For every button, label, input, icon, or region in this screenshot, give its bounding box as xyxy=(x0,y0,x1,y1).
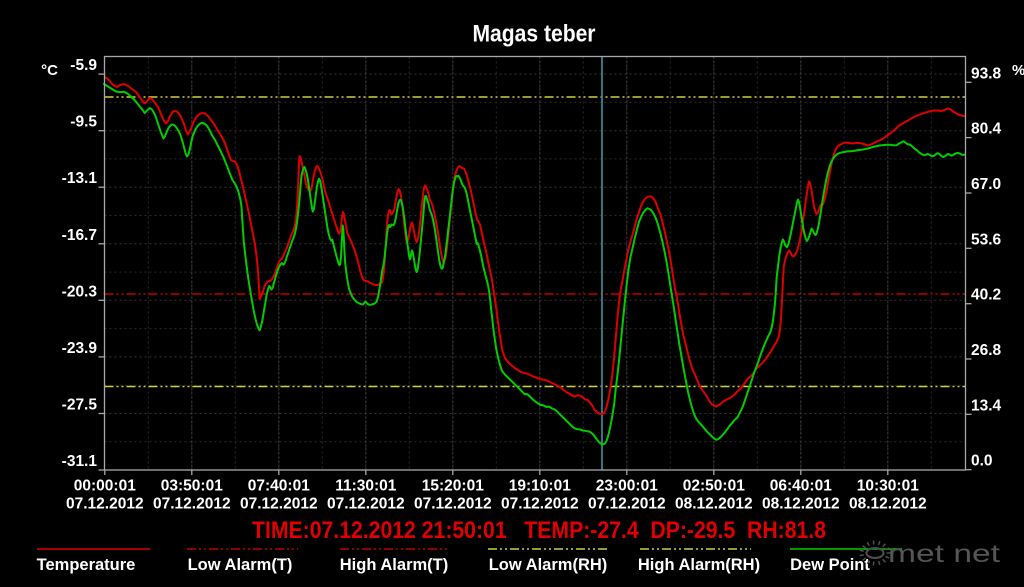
svg-text:11:30:01: 11:30:01 xyxy=(335,478,397,495)
svg-text:Dew Point: Dew Point xyxy=(790,556,870,574)
svg-text:07.12.2012: 07.12.2012 xyxy=(153,496,231,513)
svg-text:08.12.2012: 08.12.2012 xyxy=(675,496,753,513)
svg-text:-9.5: -9.5 xyxy=(70,114,97,131)
svg-text:Magas teber: Magas teber xyxy=(473,21,596,48)
svg-text:13.4: 13.4 xyxy=(971,397,1002,414)
svg-text:10:30:01: 10:30:01 xyxy=(857,478,919,495)
svg-text:15:20:01: 15:20:01 xyxy=(422,478,484,495)
svg-text:High Alarm(T): High Alarm(T) xyxy=(340,556,448,574)
svg-text:00:00:01: 00:00:01 xyxy=(74,478,136,495)
svg-text:Low Alarm(RH): Low Alarm(RH) xyxy=(489,556,608,574)
svg-text:High Alarm(RH): High Alarm(RH) xyxy=(638,556,760,574)
svg-text:53.6: 53.6 xyxy=(971,231,1002,248)
svg-text:07.12.2012: 07.12.2012 xyxy=(66,496,144,513)
svg-text:26.8: 26.8 xyxy=(971,342,1002,359)
svg-text:0.0: 0.0 xyxy=(971,453,993,470)
svg-text:03:50:01: 03:50:01 xyxy=(161,478,223,495)
svg-text:07:40:01: 07:40:01 xyxy=(248,478,310,495)
svg-text:-13.1: -13.1 xyxy=(62,170,98,187)
svg-text:02:50:01: 02:50:01 xyxy=(683,478,745,495)
svg-text:Temperature: Temperature xyxy=(37,556,136,574)
svg-text:met net: met net xyxy=(888,540,1000,568)
svg-text:07.12.2012: 07.12.2012 xyxy=(240,496,318,513)
svg-text:°C: °C xyxy=(41,62,58,79)
svg-text:-20.3: -20.3 xyxy=(62,283,98,300)
svg-text:07.12.2012: 07.12.2012 xyxy=(588,496,666,513)
svg-text:-23.9: -23.9 xyxy=(62,340,98,357)
svg-text:08.12.2012: 08.12.2012 xyxy=(762,496,840,513)
svg-text:TIME:07.12.2012 21:50:01 TEM: TIME:07.12.2012 21:50:01 TEMP:-27.4 DP:-… xyxy=(252,517,826,544)
svg-text:-16.7: -16.7 xyxy=(62,227,97,244)
svg-text:93.8: 93.8 xyxy=(971,65,1002,82)
svg-text:23:00:01: 23:00:01 xyxy=(596,478,658,495)
svg-text:07.12.2012: 07.12.2012 xyxy=(501,496,579,513)
svg-text:67.0: 67.0 xyxy=(971,176,1001,193)
svg-text:07.12.2012: 07.12.2012 xyxy=(414,496,492,513)
svg-text:06:40:01: 06:40:01 xyxy=(770,478,832,495)
svg-text:-5.9: -5.9 xyxy=(70,57,97,74)
svg-text:Low Alarm(T): Low Alarm(T) xyxy=(188,556,293,574)
svg-text:08.12.2012: 08.12.2012 xyxy=(849,496,927,513)
svg-text:-31.1: -31.1 xyxy=(62,453,98,470)
svg-text:19:10:01: 19:10:01 xyxy=(509,478,571,495)
svg-text:07.12.2012: 07.12.2012 xyxy=(327,496,405,513)
svg-text:40.2: 40.2 xyxy=(971,287,1001,304)
svg-text:%: % xyxy=(1012,62,1024,79)
svg-text:80.4: 80.4 xyxy=(971,121,1002,138)
svg-text:-27.5: -27.5 xyxy=(62,397,98,414)
